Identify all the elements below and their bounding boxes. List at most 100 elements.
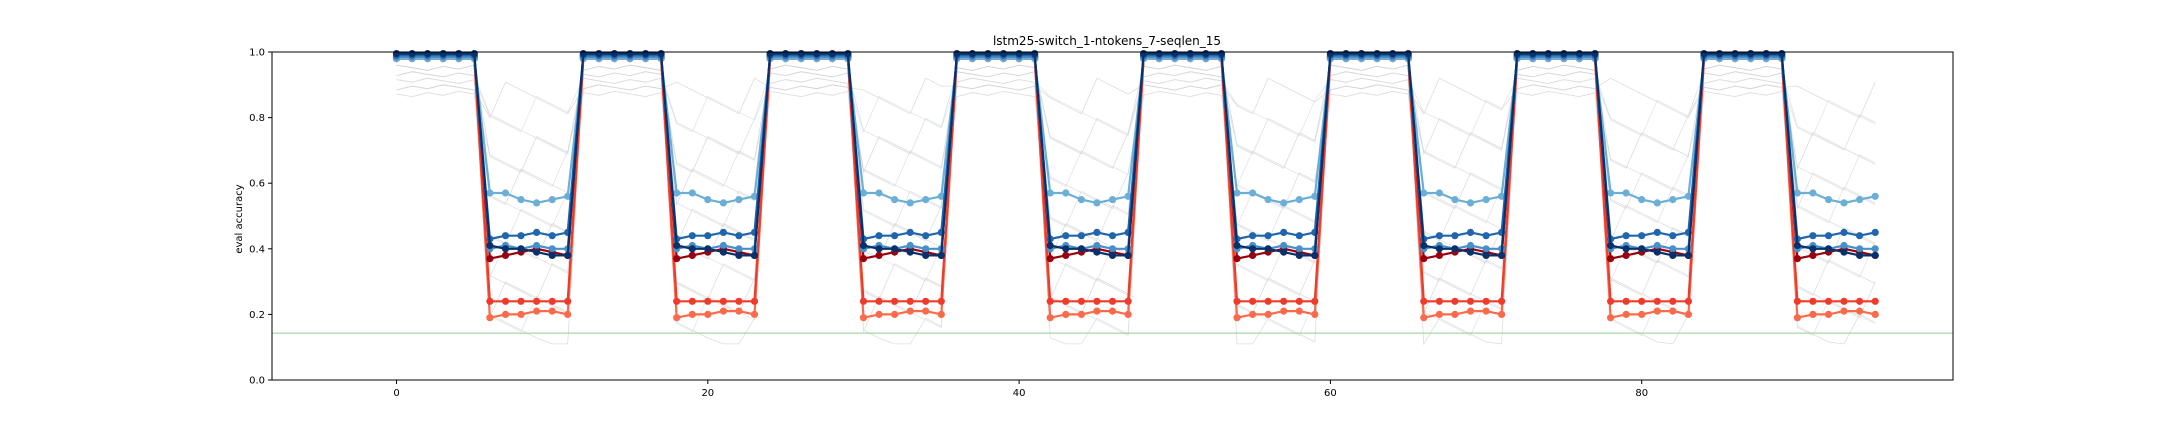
series-layer	[392, 50, 1879, 322]
data-point	[1840, 199, 1848, 207]
data-point	[1280, 307, 1288, 315]
data-point	[673, 297, 681, 305]
data-point	[1233, 297, 1241, 305]
data-point	[657, 50, 665, 58]
data-point	[1622, 245, 1630, 253]
data-point	[1622, 232, 1630, 240]
data-point	[937, 251, 945, 259]
data-point	[891, 196, 899, 204]
data-point	[1155, 50, 1163, 58]
data-point	[1824, 245, 1833, 253]
data-point	[719, 307, 728, 315]
data-point	[1607, 314, 1615, 322]
data-point	[1264, 232, 1272, 240]
y-axis-label: eval accuracy	[234, 184, 245, 253]
data-point	[1264, 196, 1272, 204]
data-point	[1389, 50, 1397, 58]
data-point	[1233, 241, 1241, 250]
data-point	[1809, 232, 1817, 240]
data-point	[1311, 310, 1319, 318]
data-point	[735, 251, 743, 259]
data-point	[392, 50, 401, 58]
background-run-line	[396, 71, 1876, 156]
data-point	[937, 192, 945, 200]
data-point	[1435, 189, 1443, 197]
data-point	[486, 241, 494, 250]
data-point	[1793, 189, 1801, 197]
data-point	[1840, 297, 1848, 305]
data-point	[1840, 248, 1848, 256]
data-point	[1513, 50, 1521, 58]
x-tick-label: 60	[1324, 388, 1337, 399]
data-point	[1435, 310, 1443, 318]
data-point	[688, 245, 696, 253]
data-point	[1669, 245, 1677, 253]
data-point	[1482, 297, 1490, 305]
data-point	[1108, 307, 1117, 315]
x-tick-label: 80	[1635, 388, 1648, 399]
data-point	[719, 228, 728, 236]
data-point	[1124, 192, 1132, 200]
data-point	[735, 196, 743, 204]
data-point	[1202, 50, 1210, 58]
data-point	[1404, 50, 1412, 58]
data-point	[501, 310, 510, 318]
x-tick-label: 40	[1013, 388, 1026, 399]
data-point	[1233, 189, 1241, 197]
data-point	[1871, 310, 1879, 318]
data-point	[470, 50, 478, 58]
data-point	[564, 297, 572, 305]
data-point	[1498, 310, 1506, 318]
data-point	[1062, 297, 1070, 305]
data-point	[1295, 245, 1303, 253]
data-point	[1482, 232, 1490, 240]
data-point	[1575, 50, 1583, 58]
data-point	[548, 297, 556, 305]
data-point	[1249, 251, 1257, 259]
data-point	[1031, 50, 1039, 58]
data-point	[704, 297, 712, 305]
data-point	[1715, 50, 1724, 58]
data-point	[1295, 232, 1303, 240]
data-point	[1824, 310, 1833, 318]
data-point	[1451, 297, 1459, 305]
data-point	[1124, 297, 1132, 305]
data-point	[1498, 297, 1506, 305]
background-run-line	[396, 64, 1876, 174]
data-point	[1793, 297, 1801, 305]
data-point	[688, 189, 696, 197]
data-point	[1809, 245, 1817, 253]
data-point	[564, 192, 572, 200]
data-point	[673, 255, 681, 263]
data-point	[750, 251, 759, 259]
data-point	[517, 297, 525, 305]
data-point	[766, 50, 774, 58]
data-point	[595, 50, 603, 58]
data-point	[1638, 232, 1646, 240]
data-point	[1871, 251, 1879, 259]
data-point	[1420, 241, 1428, 250]
data-point	[1451, 196, 1459, 204]
data-point	[673, 241, 681, 250]
data-point	[1280, 228, 1288, 236]
data-point	[922, 245, 930, 253]
data-point	[1295, 196, 1303, 204]
data-point	[517, 310, 525, 318]
data-point	[1077, 196, 1085, 204]
data-point	[1793, 255, 1801, 263]
data-point	[999, 50, 1008, 58]
data-point	[1762, 50, 1770, 58]
data-point	[1280, 241, 1288, 250]
series-line	[396, 52, 1876, 257]
data-point	[1653, 307, 1661, 315]
data-point	[750, 192, 759, 200]
series-line	[396, 57, 1876, 303]
data-point	[1217, 50, 1226, 58]
data-point	[1186, 50, 1194, 58]
data-point	[828, 50, 836, 58]
data-point	[1622, 310, 1630, 318]
data-point	[1451, 310, 1459, 318]
data-point	[517, 196, 525, 204]
data-point	[1466, 228, 1475, 236]
